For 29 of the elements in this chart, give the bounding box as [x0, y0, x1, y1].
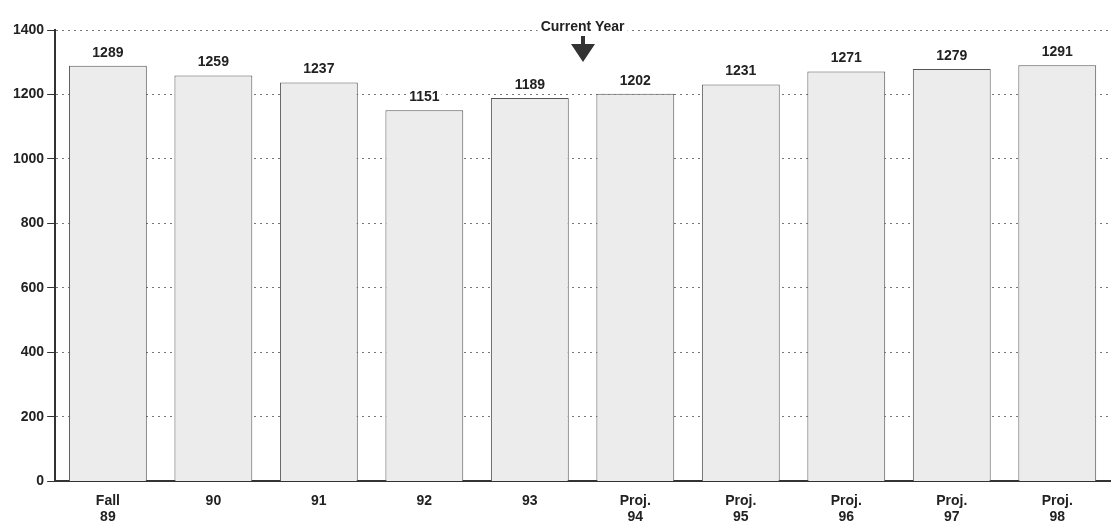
- y-tick-label: 600: [20, 278, 45, 295]
- y-tick-label: 400: [20, 343, 45, 360]
- data-label: 1237: [303, 60, 335, 77]
- y-tick-label: 200: [20, 407, 45, 424]
- x-tick-label: Fall 89: [95, 491, 120, 525]
- x-tick-label: 92: [416, 491, 433, 508]
- y-tick-label: 800: [20, 214, 45, 231]
- y-tick-label: 1000: [12, 149, 45, 166]
- data-label: 1291: [1041, 43, 1074, 59]
- x-tick-label: Proj. 95: [725, 491, 757, 525]
- x-tick-label: Proj. 96: [830, 491, 862, 525]
- y-tick-label: 1200: [12, 85, 45, 102]
- x-tick-label: Proj. 94: [619, 491, 651, 525]
- y-tick-label: 1400: [12, 20, 45, 37]
- data-label: 1279: [936, 46, 968, 63]
- x-tick-label: 90: [205, 491, 222, 508]
- data-label: 1289: [92, 43, 124, 60]
- data-label: 1259: [197, 53, 230, 70]
- annotation: Current Year: [540, 17, 626, 34]
- y-tick-label: 0: [36, 472, 45, 489]
- data-label: 1189: [514, 75, 546, 92]
- x-tick-label: Proj. 97: [936, 491, 968, 525]
- data-label: 1202: [619, 71, 652, 88]
- data-label: 1271: [830, 49, 863, 66]
- x-tick-label: Proj. 98: [1041, 491, 1073, 525]
- x-tick-label: 93: [522, 491, 538, 508]
- x-tick-label: 91: [311, 491, 327, 508]
- data-label: 1231: [725, 62, 757, 79]
- data-label: 1151: [409, 88, 440, 105]
